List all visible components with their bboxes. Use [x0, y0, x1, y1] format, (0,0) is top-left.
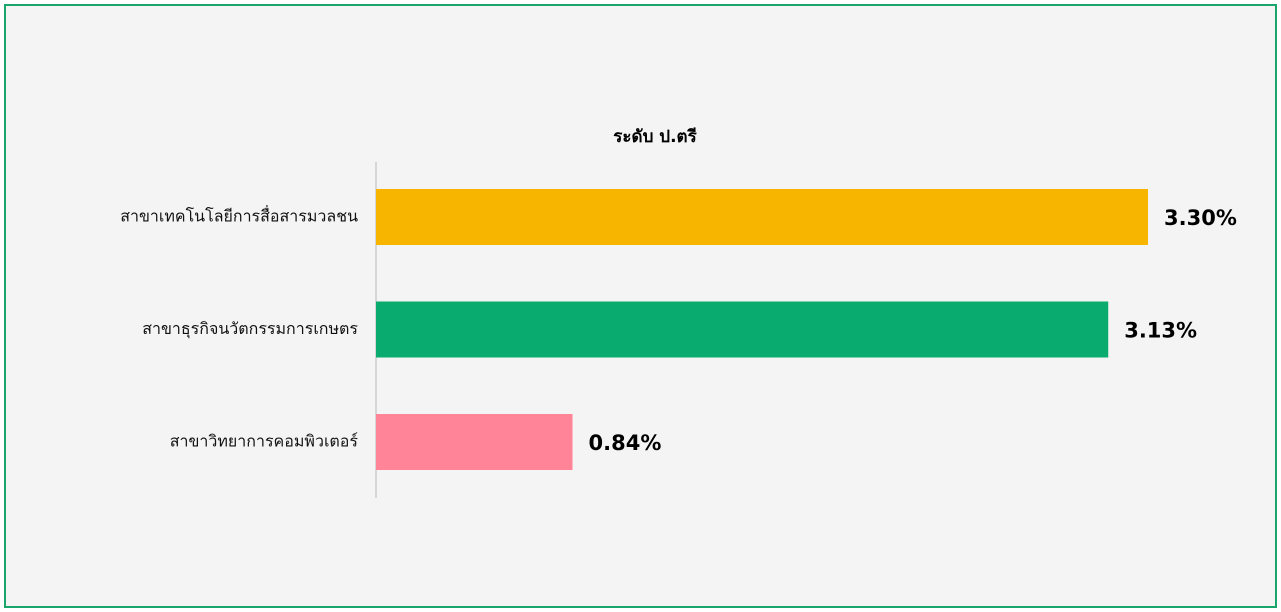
category-label: สาขาเทคโนโลยีการสื่อสารมวลชน	[120, 205, 358, 226]
value-label: 3.13%	[1124, 319, 1197, 343]
category-label: สาขาธุรกิจนวัตกรรมการเกษตร	[142, 319, 358, 339]
chart-title: ระดับ ป.ตรี	[613, 126, 697, 147]
bar	[376, 414, 573, 470]
category-label: สาขาวิทยาการคอมพิวเตอร์	[170, 432, 359, 451]
value-label: 0.84%	[589, 431, 662, 455]
bar	[376, 189, 1148, 245]
bar	[376, 301, 1109, 358]
value-label: 3.30%	[1164, 206, 1237, 230]
